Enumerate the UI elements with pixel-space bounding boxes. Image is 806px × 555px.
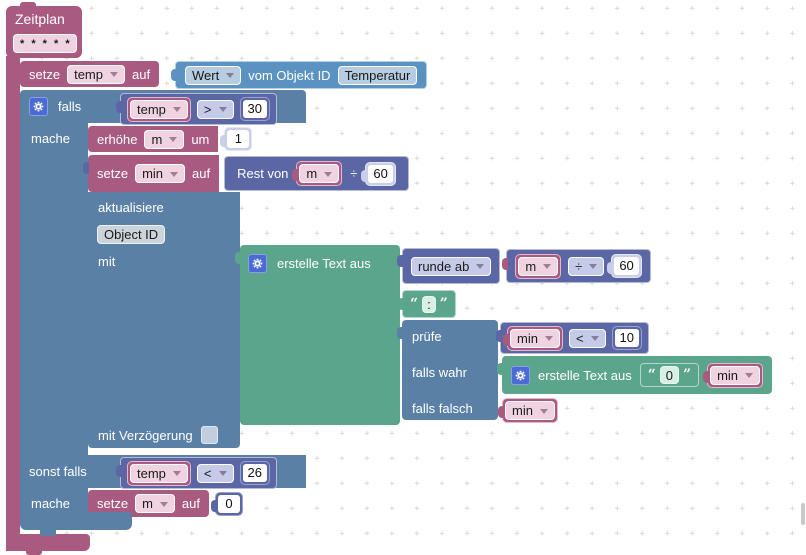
condition-block-2[interactable]: temp < 26 [116,457,277,489]
variable-block-m[interactable]: m [515,253,562,279]
with-keyword: mit [98,254,116,269]
from-object-keyword: vom Objekt ID [248,67,331,83]
variable-dropdown-m[interactable]: m [144,129,185,149]
by-keyword: um [191,131,210,147]
close-quote-icon: ” [439,296,448,312]
increment-keyword: erhöhe [97,131,138,147]
if-block-body[interactable] [20,123,88,512]
delay-checkbox[interactable] [200,426,218,444]
text-block-colon[interactable]: “ : ” [398,290,456,318]
to-keyword: auf [192,166,211,181]
text-field-zero[interactable]: 0 [659,366,679,384]
number-shadow-block-60[interactable]: 60 [361,161,396,186]
variable-block-temp[interactable]: temp [127,460,191,486]
create-text-keyword: erstelle Text aus [277,256,371,271]
do-keyword-2: mache [31,496,71,511]
operator-dropdown[interactable]: ÷ [568,256,605,276]
do-keyword: mache [31,131,71,146]
open-quote-icon: “ [410,296,419,312]
variable-dropdown[interactable]: temp [130,99,188,119]
ternary-block[interactable]: prüfe falls wahr falls falsch [397,320,498,420]
variable-block-min[interactable]: min [503,325,563,351]
set-m-block[interactable]: setze m auf 0 [88,490,243,517]
schedule-foot [6,534,90,551]
vertical-scrollbar[interactable] [801,503,805,525]
variable-block-temp[interactable]: temp [127,96,191,122]
if-true-label: falls wahr [412,365,467,380]
schedule-block[interactable]: Zeitplan * * * * * [6,6,82,58]
value-type-dropdown[interactable]: Wert [185,65,242,85]
variable-block-m[interactable]: m [292,161,343,186]
value-of-object-block[interactable]: Wert vom Objekt ID Temperatur [170,61,428,89]
number-block-30[interactable]: 30 [239,97,270,121]
elseif-keyword: sonst falls [29,464,87,479]
set-temp-block[interactable]: setze temp auf [20,61,160,87]
schedule-spine [6,56,20,551]
test-keyword: prüfe [412,329,442,344]
set-keyword: setze [97,496,129,511]
create-text-keyword: erstelle Text aus [538,367,632,383]
mutator-gear-icon[interactable] [511,365,530,385]
schedule-bottom-notch [26,551,42,555]
number-shadow-block-60[interactable]: 60 [607,254,642,278]
number-block-0[interactable]: 0 [211,491,243,516]
divide-symbol: ÷ [350,166,358,181]
if-block-foot [20,512,132,530]
open-quote-icon: “ [647,367,656,383]
cron-field[interactable]: * * * * * [13,34,77,53]
create-text-block-inner[interactable]: erstelle Text aus “ 0 ” min [496,356,773,394]
comparison-operator-dropdown[interactable]: < [196,463,234,483]
variable-block-min[interactable]: min [498,398,558,423]
variable-dropdown-min[interactable]: min [135,164,186,183]
comparison-operator-dropdown[interactable]: < [568,328,606,348]
plug-tab [502,258,509,270]
modulo-keyword: Rest von [237,166,289,181]
update-object-block[interactable]: aktualisiere Object ID mit mit Verzögeru… [88,192,240,448]
variable-dropdown-m[interactable]: m [135,494,175,513]
create-text-block-outer[interactable]: erstelle Text aus [235,245,400,425]
if-block-bottom-notch [40,530,56,536]
variable-dropdown-temp[interactable]: temp [67,64,125,84]
set-min-block[interactable]: setze min auf Rest von m ÷ 60 [88,155,409,192]
condition-block-ternary[interactable]: min < 10 [495,322,650,354]
round-row: runde ab m ÷ 60 [402,248,651,284]
delay-label: mit Verzögerung [98,427,193,443]
false-branch-value: min [498,398,558,423]
mutator-gear-icon[interactable] [248,254,267,273]
schedule-label: Zeitplan [15,11,65,27]
mutator-gear-icon[interactable] [29,97,48,116]
if-keyword: falls [58,99,82,114]
set-keyword: setze [29,66,61,82]
number-shadow-block-1[interactable]: 1 [220,127,253,151]
increment-block[interactable]: erhöhe m um 1 [88,126,253,152]
comparison-operator-dropdown[interactable]: > [196,99,234,119]
condition-block-1[interactable]: temp > 30 [116,93,277,125]
text-field-colon[interactable]: : [422,295,436,313]
round-block[interactable]: runde ab [402,248,501,284]
modulo-block[interactable]: Rest von m ÷ 60 [224,156,409,191]
close-quote-icon: ” [683,367,692,383]
update-keyword: aktualisiere [98,200,164,215]
set-keyword: setze [97,166,129,181]
number-block-10[interactable]: 10 [611,326,643,350]
schedule-top-notch [20,2,36,8]
text-block-zero[interactable]: “ 0 ” [639,363,700,387]
object-id-field[interactable]: Object ID [97,225,166,244]
variable-block-min[interactable]: min [703,362,764,388]
object-id-field-temperatur[interactable]: Temperatur [337,65,418,85]
to-keyword: auf [181,496,200,511]
round-mode-dropdown[interactable]: runde ab [411,256,492,276]
to-keyword: auf [131,66,151,82]
number-block-26[interactable]: 26 [239,461,270,485]
arithmetic-block[interactable]: m ÷ 60 [502,249,651,283]
if-false-label: falls falsch [412,401,473,416]
